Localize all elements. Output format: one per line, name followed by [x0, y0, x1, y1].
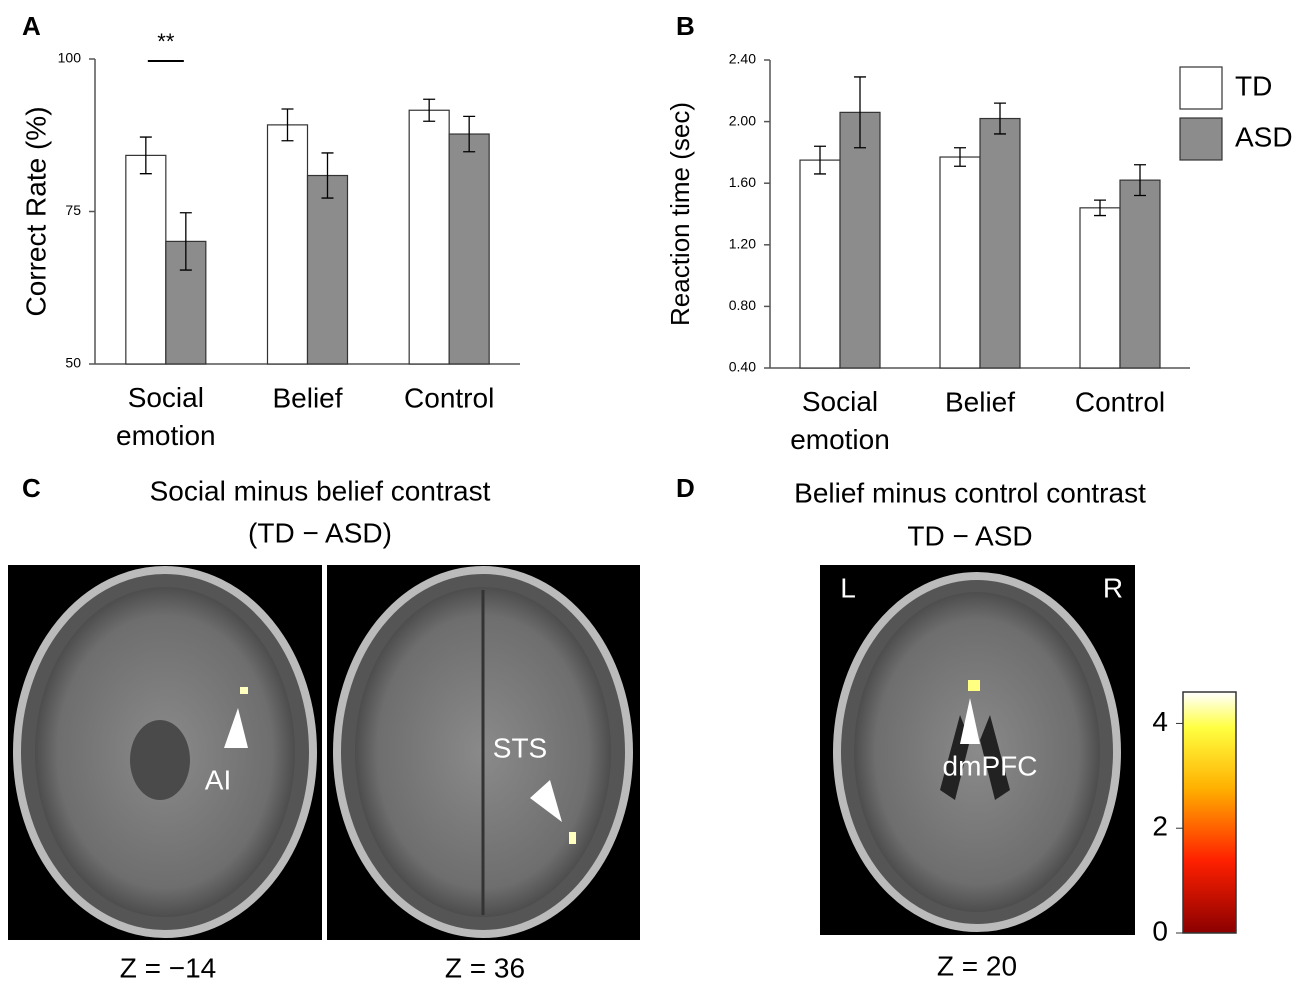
error-bar [179, 212, 192, 271]
bar [306, 174, 349, 365]
bar [839, 111, 881, 369]
error-bar [321, 152, 334, 199]
error-bar [854, 76, 866, 149]
x-tick-label: Belief [945, 386, 1015, 417]
legend-label: ASD [1235, 121, 1293, 152]
y-axis-title: Reaction time (sec) [665, 102, 695, 326]
colorbar-tick-label: 2 [1152, 811, 1168, 842]
x-tick-label: Control [404, 382, 494, 413]
panel-label: D [676, 473, 695, 503]
x-tick-label-line: Social [128, 382, 204, 413]
bar [448, 133, 490, 365]
x-tick-label: Social emotion [116, 382, 216, 451]
colorbar-tick-label: 0 [1152, 915, 1168, 946]
y-axis-title: Correct Rate (%) [20, 106, 51, 316]
brain-image [8, 565, 322, 940]
brain-image [820, 565, 1135, 935]
bar [408, 109, 450, 365]
legend-swatch [1179, 66, 1223, 110]
significance-label: ** [157, 29, 175, 54]
x-tick-label: Control [1075, 386, 1165, 417]
panel-title: (TD − ASD) [248, 517, 392, 548]
x-tick-label-line: emotion [116, 420, 216, 451]
y-tick-label: 1.60 [729, 174, 756, 190]
error-bar [139, 136, 152, 175]
x-tick-label: Belief [272, 382, 342, 413]
error-bar [281, 108, 294, 142]
bar [979, 117, 1021, 369]
caption: Z = −14 [120, 952, 217, 983]
bar [799, 159, 841, 369]
legend-label: TD [1235, 70, 1272, 101]
panel-label: A [22, 11, 41, 41]
panel-title: Belief minus control contrast [794, 477, 1146, 508]
error-bar [994, 102, 1006, 135]
y-tick-label: 100 [58, 50, 82, 66]
annotation: STS [493, 732, 547, 763]
colorbar [1182, 691, 1237, 934]
error-bar [814, 145, 826, 175]
error-bar [423, 98, 436, 122]
error-bar [1094, 199, 1106, 217]
y-tick-label: 1.20 [729, 236, 756, 252]
y-tick-label: 2.40 [729, 51, 756, 67]
legend-swatch [1179, 117, 1223, 161]
annotation: AI [205, 764, 231, 795]
bar [266, 124, 309, 365]
y-tick-label: 2.00 [729, 112, 756, 128]
bar [125, 154, 167, 365]
error-bar [463, 115, 476, 153]
error-bar [954, 147, 966, 167]
colorbar-tick-label: 4 [1152, 706, 1168, 737]
error-bar [1134, 164, 1146, 197]
panel-label: B [676, 11, 695, 41]
annotation: dmPFC [943, 750, 1038, 781]
brain-image [327, 565, 640, 940]
y-tick-label: 75 [65, 202, 81, 218]
caption: Z = 36 [445, 952, 525, 983]
y-tick-label: 0.40 [729, 359, 756, 375]
panel-title: TD − ASD [907, 520, 1032, 551]
bar [1119, 179, 1161, 369]
y-tick-label: 50 [65, 355, 81, 371]
y-tick-label: 0.80 [729, 297, 756, 313]
orientation-label: L [840, 572, 856, 603]
x-tick-label-line: Social [802, 386, 878, 417]
bar [939, 156, 981, 369]
panel-title: Social minus belief contrast [150, 475, 491, 506]
bar [1079, 207, 1121, 369]
orientation-label: R [1103, 572, 1123, 603]
x-tick-label-line: emotion [790, 424, 890, 455]
panel-label: C [22, 473, 41, 503]
x-tick-label: Social emotion [790, 386, 890, 455]
caption: Z = 20 [937, 950, 1017, 981]
